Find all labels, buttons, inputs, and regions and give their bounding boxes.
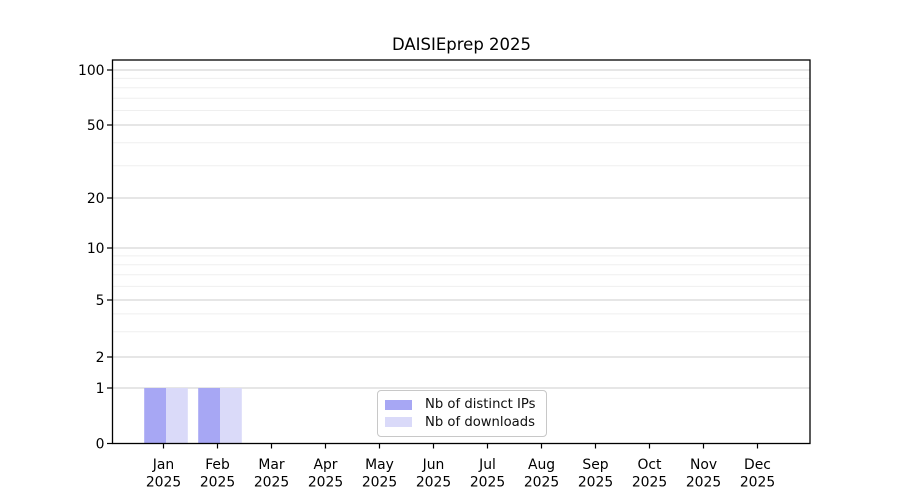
y-axis-tick-label: 10 [87,241,105,257]
bar-distinct-ips-jan [144,388,166,444]
legend-swatch-downloads [385,416,412,428]
y-axis-tick-label: 5 [96,293,105,309]
x-axis-tick-label-year: 2025 [200,475,235,491]
x-axis-tick-label-month: Jun [422,457,445,473]
x-axis-tick-label-month: Nov [690,457,717,473]
x-axis-tick-label-year: 2025 [686,475,721,491]
y-axis-tick-label: 0 [96,436,105,452]
x-axis-tick-label-year: 2025 [308,475,343,491]
x-axis-tick-label-year: 2025 [578,475,613,491]
x-axis-tick-label-month: Aug [528,457,555,473]
axes-frame [111,59,811,445]
bar-downloads-jan [166,388,188,444]
x-axis-tick-label-year: 2025 [470,475,505,491]
x-axis-tick-label-month: Mar [258,457,284,473]
x-axis-tick-label-year: 2025 [632,475,667,491]
legend-swatch-distinct-ips [385,399,412,411]
x-axis-tick-label-month: Sep [582,457,608,473]
legend-row-distinct-ips: Nb of distinct IPs [385,397,538,413]
x-axis-tick-label-month: May [365,457,394,473]
y-axis-tick-label: 2 [96,350,105,366]
legend-label-downloads: Nb of downloads [425,414,535,430]
y-axis-tick-label: 100 [78,63,105,79]
x-axis-tick-label-year: 2025 [740,475,775,491]
x-axis-tick-label-year: 2025 [146,475,181,491]
y-axis-tick-label: 1 [96,381,105,397]
x-axis-tick-label-year: 2025 [416,475,451,491]
x-axis-tick-label-year: 2025 [362,475,397,491]
x-axis-tick-label-month: Jan [152,457,174,473]
x-axis-tick-label-year: 2025 [254,475,289,491]
x-axis-tick-label-month: Oct [637,457,662,473]
x-axis-tick-label-month: Apr [313,457,337,473]
x-axis-tick-label-month: Jul [478,457,496,473]
y-axis-tick-label: 20 [87,191,105,207]
legend-row-downloads: Nb of downloads [385,414,538,430]
bar-distinct-ips-feb [198,388,220,444]
x-axis-tick-label-year: 2025 [524,475,559,491]
chart-title: DAISIEprep 2025 [391,35,532,54]
legend-label-distinct-ips: Nb of distinct IPs [425,397,536,413]
legend: Nb of distinct IPs Nb of downloads [377,390,547,437]
x-axis-tick-label-month: Feb [205,457,230,473]
bar-downloads-feb [220,388,242,444]
x-axis-tick-label-month: Dec [744,457,771,473]
y-axis-tick-label: 50 [87,118,105,134]
